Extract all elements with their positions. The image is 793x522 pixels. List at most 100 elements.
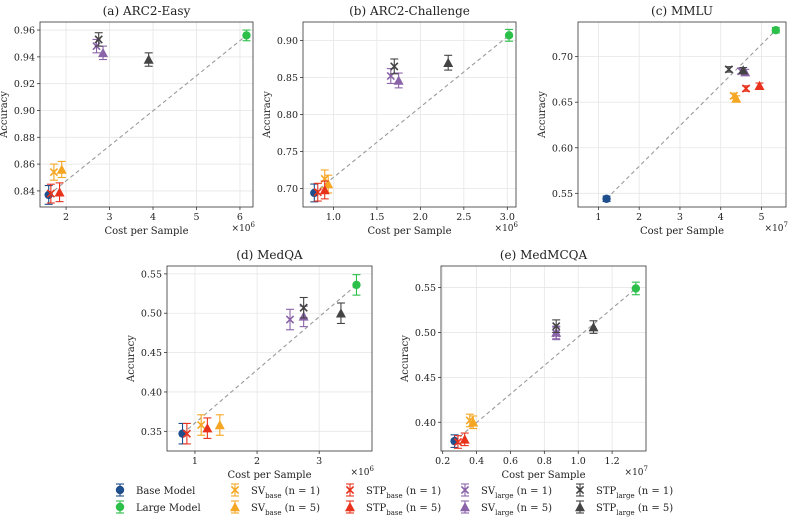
legend-label: SVbase (n = 1) <box>251 486 320 500</box>
point-marker <box>453 437 463 447</box>
point-marker <box>54 187 65 197</box>
data-point <box>323 174 334 194</box>
point-marker <box>197 420 206 430</box>
y-tick-label: 0.90 <box>14 106 35 117</box>
x-tick-label: 1 <box>595 212 601 223</box>
x-tick-label: 1.2 <box>605 456 620 467</box>
legend-marker <box>345 502 355 512</box>
y-tick-label: 0.35 <box>141 427 162 438</box>
point-marker <box>98 47 109 58</box>
legend-marker <box>460 502 470 512</box>
legend-marker <box>230 485 240 495</box>
plot-frame <box>577 21 787 208</box>
legend-item: STPbase (n = 5) <box>345 500 441 517</box>
x-exponent-label: ×107 <box>625 465 648 478</box>
data-point <box>386 68 395 84</box>
data-point <box>738 65 749 75</box>
x-exponent-label: ×107 <box>765 221 788 234</box>
x-tick-label: 0.2 <box>435 456 450 467</box>
point-marker <box>468 417 479 427</box>
data-point <box>178 422 187 445</box>
data-point <box>54 182 65 203</box>
y-tick-label: 0.45 <box>141 348 162 359</box>
y-tick-label: 0.50 <box>415 328 436 339</box>
point-marker <box>335 308 346 318</box>
data-point <box>443 54 454 71</box>
point-marker <box>299 303 308 312</box>
point-marker <box>393 75 404 85</box>
y-tick-label: 0.40 <box>415 418 436 429</box>
data-point <box>602 194 611 203</box>
point-marker <box>323 179 334 189</box>
chart-panel: 2 3 4 5 6 0.84 0.86 0.88 0.90 0.92 0.94 0.96 (a) ARC… <box>0 4 256 237</box>
chart-title: (e) MedMCQA <box>500 248 588 262</box>
data-point <box>724 65 734 74</box>
x-tick-label: 1.0 <box>326 212 341 223</box>
legend-label: SVbase (n = 5) <box>251 503 320 517</box>
point-marker <box>724 65 734 74</box>
trend-line <box>606 29 777 200</box>
point-marker <box>319 184 330 195</box>
trend-line <box>182 284 357 435</box>
legend-label: SVlarge (n = 1) <box>481 486 552 500</box>
x-axis-label: Cost per Sample <box>640 226 724 237</box>
data-point <box>319 180 330 200</box>
x-tick-label: 4 <box>718 212 724 223</box>
legend-label: Large Model <box>136 503 201 514</box>
x-tick-label: 2.5 <box>456 212 471 223</box>
y-tick-label: 0.92 <box>14 79 35 90</box>
legend-marker <box>575 502 585 512</box>
y-tick-label: 0.88 <box>14 133 35 144</box>
legend-marker <box>115 502 125 512</box>
legend-label: Base Model <box>136 486 195 497</box>
y-tick-label: 0.75 <box>277 147 298 158</box>
point-marker <box>202 423 213 433</box>
legend-marker <box>575 485 585 495</box>
data-point <box>214 414 225 436</box>
point-marker <box>49 167 59 177</box>
point-marker <box>731 93 742 103</box>
legend: Base Model Large Model SVbase (n = 1) SVbas… <box>115 483 673 517</box>
y-tick-label: 0.70 <box>277 184 298 195</box>
x-tick-label: 2 <box>63 212 69 223</box>
legend-item: STPbase (n = 1) <box>345 483 441 500</box>
data-point <box>94 32 103 47</box>
point-marker <box>588 322 599 332</box>
data-point <box>453 435 463 449</box>
data-point <box>552 319 561 334</box>
data-point <box>352 274 361 296</box>
y-tick-label: 0.96 <box>14 26 35 37</box>
y-tick-label: 0.55 <box>552 189 573 200</box>
x-tick-label: 2 <box>636 212 642 223</box>
point-marker <box>352 280 361 290</box>
x-exponent-label: ×106 <box>351 465 375 478</box>
data-point <box>741 84 751 93</box>
legend-marker <box>115 485 125 495</box>
point-marker <box>242 31 251 40</box>
point-marker <box>741 84 751 93</box>
y-axis-label: Accuracy <box>0 91 10 139</box>
y-tick-label: 0.84 <box>14 186 35 197</box>
x-tick-label: 3 <box>316 456 322 467</box>
chart-panel: 1 2 3 0.35 0.40 0.45 0.50 0.55 (d) MedQA Cost per… <box>126 248 375 481</box>
x-axis-label: Cost per Sample <box>367 226 451 237</box>
data-point <box>468 415 479 430</box>
data-point <box>197 414 206 436</box>
data-point <box>459 432 470 447</box>
legend-item: STPlarge (n = 1) <box>575 483 673 500</box>
chart-panel: 1 2 3 4 5 0.55 0.60 0.65 0.70 (c) MMLU Cost per Sa… <box>537 4 788 237</box>
legend-item: STPlarge (n = 5) <box>575 500 673 517</box>
point-marker <box>602 194 611 203</box>
x-axis-label: Cost per Sample <box>104 226 188 237</box>
legend-item: Large Model <box>115 500 201 514</box>
point-marker <box>754 80 765 91</box>
data-point <box>285 308 295 331</box>
y-tick-label: 0.94 <box>14 52 35 63</box>
legend-label: SVlarge (n = 5) <box>481 503 552 517</box>
point-marker <box>214 420 225 430</box>
plot-frame <box>440 265 647 452</box>
data-point <box>299 296 308 319</box>
legend-marker <box>460 485 470 495</box>
data-point <box>313 182 322 202</box>
y-tick-label: 0.60 <box>552 143 573 154</box>
